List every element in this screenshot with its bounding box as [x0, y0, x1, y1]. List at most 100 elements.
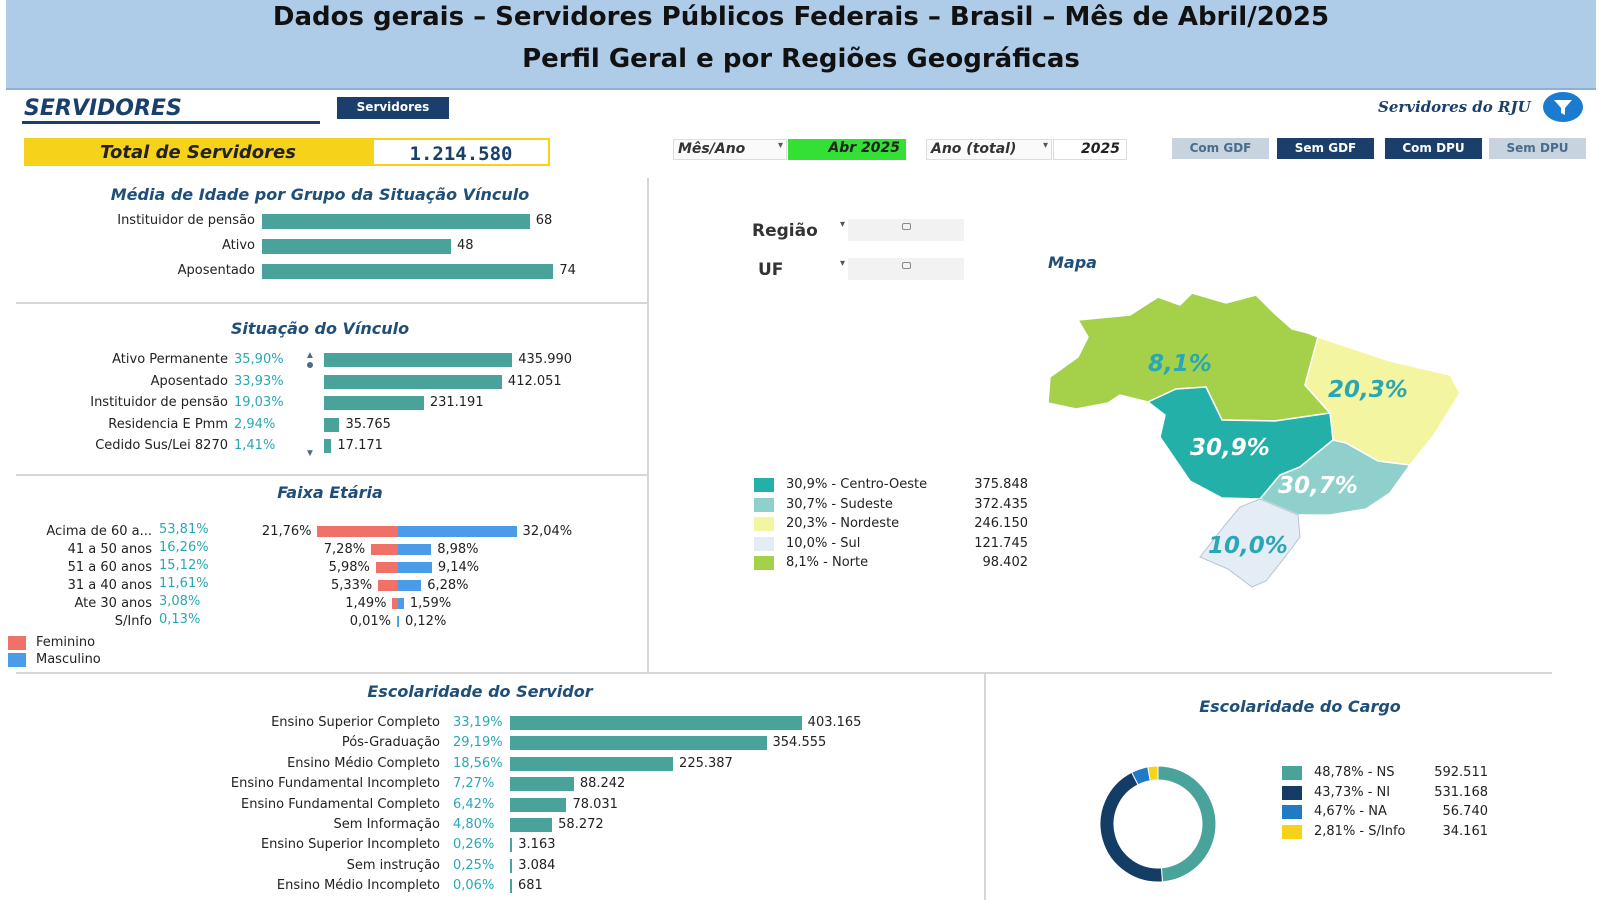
faixa-title: Faixa Etária: [277, 483, 383, 502]
sem-gdf-button[interactable]: Sem GDF: [1277, 138, 1374, 159]
scroll-up-icon[interactable]: ▲: [305, 350, 315, 361]
masculino-bar[interactable]: [398, 580, 422, 591]
escolaridade-row-pct: 18,56%: [453, 755, 503, 771]
escolaridade-bar[interactable]: [510, 797, 567, 812]
idade-bar[interactable]: [262, 214, 530, 229]
masculino-value: 9,14%: [437, 560, 480, 575]
escolaridade-row-pct: 7,27%: [453, 776, 495, 792]
faixa-row-label: 31 a 40 anos: [67, 578, 152, 593]
vinculo-row-label: Residencia E Pmm: [108, 416, 228, 432]
idade-bar[interactable]: [262, 239, 451, 254]
vinculo-bar[interactable]: [324, 374, 502, 389]
ano-total-slicer[interactable]: Ano (total) ▾: [926, 139, 1052, 160]
vinculo-row-label: Ativo Permanente: [112, 352, 228, 367]
escolaridade-value: 88.242: [579, 776, 626, 792]
escolaridade-row-pct: 29,19%: [453, 735, 503, 751]
scroll-thumb[interactable]: [307, 362, 313, 368]
banner-subtitle: Perfil Geral e por Regiões Geográficas: [522, 44, 1080, 74]
filter-button[interactable]: [1543, 92, 1583, 122]
dropdown-arrow-icon[interactable]: ▾: [840, 219, 846, 230]
feminino-value: 0,01%: [349, 614, 391, 629]
vinculo-bar[interactable]: [324, 439, 332, 453]
feminino-bar[interactable]: [378, 580, 398, 591]
feminino-bar[interactable]: [317, 526, 398, 537]
regiao-slicer[interactable]: [848, 219, 964, 241]
escolaridade-bar[interactable]: [510, 756, 674, 771]
escolaridade-bar[interactable]: [510, 879, 512, 894]
total-label-box: Total de Servidores: [24, 138, 372, 166]
region-sul[interactable]: [1199, 498, 1301, 588]
cargo-legend-label: 43,73% - NI: [1314, 784, 1391, 800]
sem-dpu-button[interactable]: Sem DPU: [1489, 138, 1586, 159]
escolaridade-bar[interactable]: [510, 838, 513, 853]
donut-slice[interactable]: [1099, 771, 1163, 883]
vinculo-row-pct: 33,93%: [234, 373, 284, 389]
scroll-down-icon[interactable]: ▼: [305, 448, 315, 459]
servidores-tab-button[interactable]: Servidores: [337, 97, 449, 119]
dropdown-arrow-icon: ▾: [1042, 140, 1048, 151]
escolaridade-bar[interactable]: [510, 736, 767, 751]
region-swatch: [754, 478, 774, 492]
masculino-bar[interactable]: [398, 598, 404, 609]
escolaridade-value: 3.084: [518, 857, 556, 873]
masculino-bar[interactable]: [398, 544, 432, 555]
divider: [16, 474, 648, 476]
vinculo-bar[interactable]: [324, 353, 513, 367]
total-value: 1.214.580: [409, 143, 513, 165]
idade-row-label: Instituidor de pensão: [117, 213, 255, 228]
mes-ano-value-chip[interactable]: Abr 2025: [788, 139, 906, 160]
rju-label: Servidores do RJU: [1378, 98, 1531, 116]
escolaridade-bar[interactable]: [510, 818, 553, 832]
escolaridade-row-label: Ensino Superior Incompleto: [260, 837, 440, 853]
mes-ano-label: Mês/Ano: [678, 141, 746, 157]
escolaridade-row-label: Pós-Graduação: [341, 735, 440, 751]
section-underline: [22, 121, 320, 124]
uf-slicer[interactable]: [848, 258, 964, 280]
masculino-bar[interactable]: [398, 616, 399, 627]
filter-icon: [1554, 100, 1572, 115]
escolaridade-bar[interactable]: [510, 716, 802, 730]
faixa-row-pct: 53,81%: [159, 522, 209, 537]
com-gdf-button[interactable]: Com GDF: [1172, 138, 1269, 159]
mes-ano-slicer[interactable]: Mês/Ano ▾: [673, 139, 787, 160]
masculino-bar[interactable]: [398, 526, 517, 537]
feminino-value: 5,33%: [330, 578, 373, 593]
masculino-value: 32,04%: [522, 524, 573, 539]
escolaridade-row-label: Ensino Fundamental Completo: [241, 796, 440, 812]
brazil-map[interactable]: 8,1% 20,3% 30,9% 30,7% 10,0%: [1030, 285, 1480, 605]
label-norte: 8,1%: [1148, 351, 1212, 377]
faixa-row-label: Acima de 60 a...: [46, 524, 152, 539]
vinculo-row-label: Aposentado: [150, 373, 228, 389]
feminino-bar[interactable]: [397, 616, 398, 627]
vinculo-bar[interactable]: [324, 396, 424, 410]
idade-bar[interactable]: [262, 264, 554, 279]
region-legend-label: 30,9% - Centro-Oeste: [786, 477, 928, 492]
cargo-legend-label: 48,78% - NS: [1314, 765, 1395, 780]
region-legend-value: 372.435: [974, 496, 1028, 512]
divider: [647, 178, 649, 674]
region-legend-value: 98.402: [982, 555, 1029, 570]
faixa-row-label: S/Info: [114, 614, 152, 629]
donut-slice[interactable]: [1147, 765, 1159, 782]
cargo-legend-value: 56.740: [1442, 804, 1489, 819]
escolaridade-bar[interactable]: [510, 858, 513, 873]
region-sudeste[interactable]: [1258, 439, 1412, 516]
feminino-bar[interactable]: [392, 598, 398, 609]
dropdown-arrow-icon[interactable]: ▾: [840, 258, 846, 269]
masculino-value: 8,98%: [437, 542, 479, 557]
masculino-bar[interactable]: [398, 562, 432, 573]
vinculo-bar[interactable]: [324, 417, 340, 432]
donut-slice[interactable]: [1157, 765, 1217, 883]
feminino-bar[interactable]: [375, 562, 398, 573]
escolaridade-bar[interactable]: [510, 777, 574, 792]
feminino-bar[interactable]: [371, 544, 398, 555]
escolaridade-value: 78.031: [572, 796, 618, 812]
escolaridade-row-pct: 0,06%: [453, 878, 495, 894]
idade-title: Média de Idade por Grupo da Situação Vín…: [110, 185, 530, 204]
vinculo-row-pct: 1,41%: [234, 438, 276, 453]
cargo-donut-chart[interactable]: [1096, 762, 1220, 886]
total-value-box: 1.214.580: [372, 138, 550, 166]
com-dpu-button[interactable]: Com DPU: [1385, 138, 1482, 159]
escolaridade-row-pct: 33,19%: [453, 715, 503, 730]
ano-total-value-chip[interactable]: 2025: [1053, 139, 1127, 160]
